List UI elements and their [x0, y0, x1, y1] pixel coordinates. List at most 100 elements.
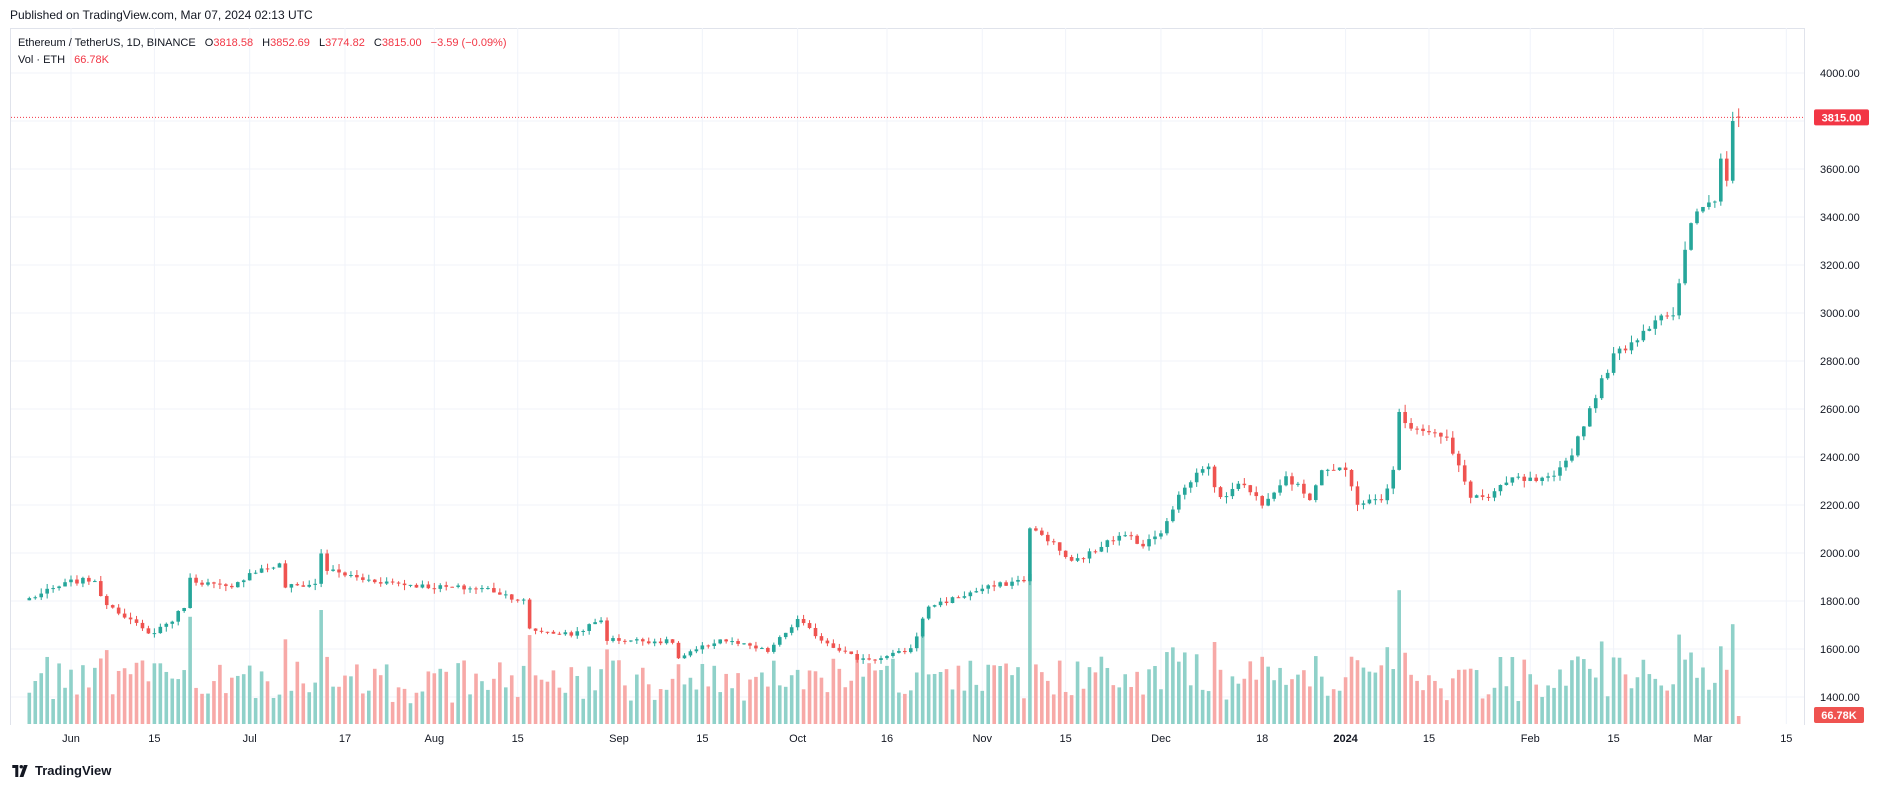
volume-bar [1325, 695, 1330, 724]
volume-bar [1534, 684, 1538, 724]
volume-bar [1433, 680, 1437, 724]
volume-row: Vol · ETH 66.78K [18, 52, 507, 69]
volume-bar [920, 627, 925, 724]
volume-bar [1212, 642, 1217, 724]
candle-body [1641, 330, 1646, 341]
candle-body [867, 658, 871, 660]
grid-lines [11, 28, 1804, 724]
candle-body [1045, 534, 1050, 542]
candle-body [730, 641, 734, 643]
candle-body [1302, 483, 1306, 494]
candle-body [950, 597, 955, 604]
candle-body [57, 586, 61, 589]
candle-body [414, 584, 419, 588]
candle-body [1653, 320, 1658, 329]
candle-body [1272, 492, 1276, 499]
candle-body [337, 569, 341, 573]
volume-bar [39, 673, 44, 724]
candle-body [1159, 533, 1163, 537]
volume-bar [1319, 676, 1324, 724]
volume-bar [998, 666, 1002, 724]
candle-body [426, 584, 431, 589]
candle-body [27, 598, 32, 601]
volume-bar [766, 686, 770, 724]
candle-body [819, 636, 824, 641]
candle-body [486, 588, 490, 590]
candle-body [1570, 455, 1574, 461]
volume-bar [748, 679, 752, 724]
time-axis: Jun 15 Jul 17 Aug 15 Sep 15 Oct 16 Nov 15 Dec 18 2024 1… [62, 733, 1792, 745]
candle-body [515, 599, 520, 601]
volume-bar [289, 690, 294, 724]
volume-bar [1016, 667, 1020, 724]
x-tick-label: 15 [148, 733, 160, 745]
candle-body [1522, 476, 1527, 481]
symbol-label[interactable]: Ethereum / TetherUS, 1D, BINANCE [18, 37, 196, 49]
candle-body [1296, 483, 1300, 485]
volume-bar [1147, 669, 1151, 724]
candle-body [1135, 535, 1139, 544]
x-tick-label: Jun [62, 733, 80, 745]
candle-body [224, 584, 228, 586]
volume-bar [652, 699, 657, 724]
volume-bar [277, 694, 282, 724]
candle-body [855, 653, 859, 660]
volume-bar [1462, 669, 1467, 724]
candle-body [93, 581, 97, 583]
candle-body [432, 588, 437, 590]
volume-bar [1587, 668, 1592, 724]
candle-body [1450, 437, 1455, 454]
volume-bar [1045, 680, 1050, 724]
volume-bar [1296, 674, 1300, 724]
volume-bar [1474, 670, 1479, 724]
volume-label[interactable]: Vol · ETH [18, 54, 66, 66]
candle-body [1343, 467, 1348, 470]
close-value: 3815.00 [381, 37, 422, 49]
volume-bar [986, 664, 991, 724]
volume-bar [426, 671, 431, 724]
x-tick-label: Nov [972, 733, 992, 745]
candle-body [1123, 535, 1128, 537]
tradingview-brand[interactable]: TradingView [10, 763, 111, 778]
volume-value: 66.78K [74, 54, 110, 66]
volume-bar [230, 677, 234, 724]
candle-body [1445, 436, 1449, 438]
volume-bar [122, 668, 127, 724]
volume-bar [908, 690, 913, 724]
volume-bar [1576, 656, 1580, 724]
candle-body [1224, 496, 1229, 498]
candle-body [1284, 476, 1288, 486]
candle-body [1593, 398, 1598, 409]
volume-bar [1063, 691, 1068, 724]
volume-bar [367, 690, 371, 724]
candle-body [367, 579, 371, 581]
volume-bar [1355, 660, 1360, 724]
volume-bar [188, 616, 192, 724]
volume-bar [1075, 661, 1080, 724]
candle-body [1063, 550, 1068, 557]
candle-body [1540, 477, 1544, 482]
candle-body [492, 588, 496, 593]
candle-body [1367, 499, 1372, 504]
volume-bar [1403, 652, 1407, 724]
change-value: −3.59 (−0.09%) [430, 37, 507, 49]
volume-bar [81, 665, 85, 724]
volume-bar [575, 675, 580, 724]
volume-bar [1331, 689, 1336, 724]
volume-bar [1069, 695, 1074, 724]
candle-body [1695, 211, 1699, 224]
volume-bar [1456, 669, 1461, 724]
volume-bar [1373, 672, 1378, 724]
volume-bar [688, 677, 693, 724]
candle-body [188, 577, 192, 609]
volume-bar [1254, 679, 1259, 724]
volume-bar [897, 692, 901, 724]
candle-body [563, 632, 568, 635]
candle-body [682, 655, 687, 659]
volume-bar [795, 669, 800, 724]
candle-body [1391, 469, 1396, 489]
volume-bar [640, 667, 645, 724]
volume-bar [1260, 656, 1264, 724]
candle-body [1677, 283, 1681, 316]
